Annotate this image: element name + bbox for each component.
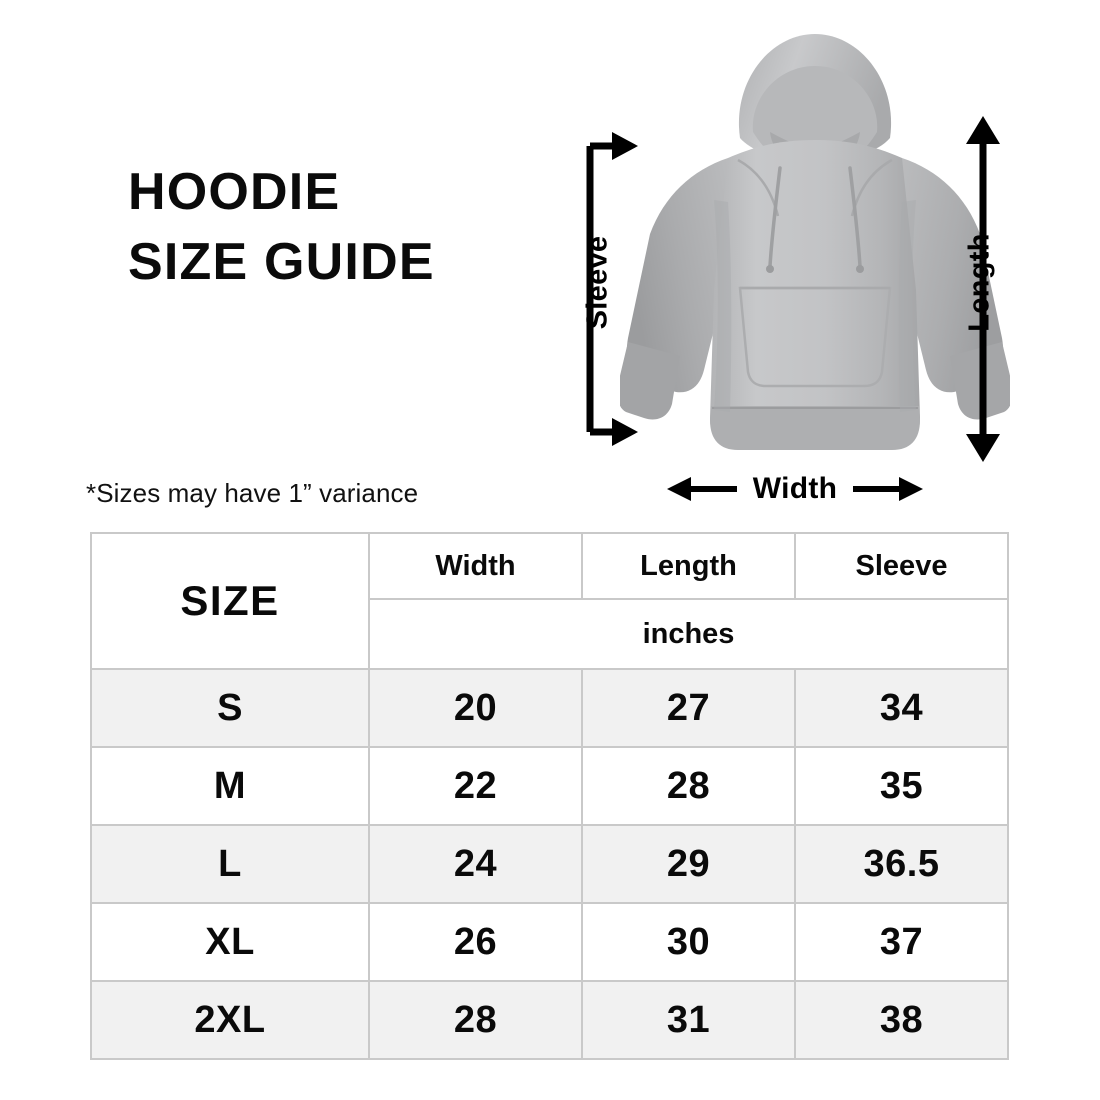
table-row: M 22 28 35	[90, 746, 1009, 826]
cell-width: 26	[368, 902, 583, 982]
table-row: 2XL 28 31 38	[90, 980, 1009, 1060]
cell-sleeve: 36.5	[794, 824, 1009, 904]
title-line-1: HOODIE	[128, 163, 341, 221]
hoodie-illustration: Sleeve Length Width	[570, 14, 1040, 514]
header-size: SIZE	[90, 532, 370, 670]
cell-width: 22	[368, 746, 583, 826]
cell-size: L	[90, 824, 370, 904]
table-row: L 24 29 36.5	[90, 824, 1009, 904]
cell-length: 31	[581, 980, 796, 1060]
length-arrow-icon	[966, 116, 1000, 462]
header-length: Length	[581, 532, 796, 600]
cell-size: M	[90, 746, 370, 826]
cell-size: XL	[90, 902, 370, 982]
table-row: S 20 27 34	[90, 668, 1009, 748]
cell-width: 20	[368, 668, 583, 748]
table-row: XL 26 30 37	[90, 902, 1009, 982]
sleeve-label: Sleeve	[581, 235, 614, 330]
page-title: HOODIE SIZE GUIDE	[128, 158, 568, 297]
header-sleeve: Sleeve	[794, 532, 1009, 600]
table-header-row-measurements: SIZE Width Length Sleeve	[90, 532, 1009, 670]
cell-length: 29	[581, 824, 796, 904]
hoodie-graphic	[620, 34, 1010, 450]
cell-sleeve: 35	[794, 746, 1009, 826]
cell-width: 28	[368, 980, 583, 1060]
header-width: Width	[368, 532, 583, 600]
cell-sleeve: 37	[794, 902, 1009, 982]
cell-size: S	[90, 668, 370, 748]
variance-note: *Sizes may have 1” variance	[86, 478, 419, 508]
sleeve-measurement-marker: Sleeve	[570, 124, 640, 454]
title-line-2: SIZE GUIDE	[128, 232, 435, 291]
size-chart-table: SIZE Width Length Sleeve inches S 20 27 …	[90, 532, 1009, 1060]
length-measurement-marker: Length	[948, 114, 1018, 464]
sleeve-arrow-icon	[586, 132, 638, 446]
cell-size: 2XL	[90, 980, 370, 1060]
cell-length: 30	[581, 902, 796, 982]
length-label: Length	[963, 233, 996, 332]
width-label: Width	[752, 472, 838, 505]
cell-width: 24	[368, 824, 583, 904]
cell-sleeve: 34	[794, 668, 1009, 748]
width-measurement-marker: Width	[650, 464, 940, 514]
arrow-right-icon	[853, 477, 924, 501]
header-units: inches	[368, 598, 1009, 670]
table-header-row-units: inches	[91, 598, 1009, 670]
cell-length: 28	[581, 746, 796, 826]
cell-sleeve: 38	[794, 980, 1009, 1060]
cell-length: 27	[581, 668, 796, 748]
arrow-left-icon	[666, 477, 737, 501]
